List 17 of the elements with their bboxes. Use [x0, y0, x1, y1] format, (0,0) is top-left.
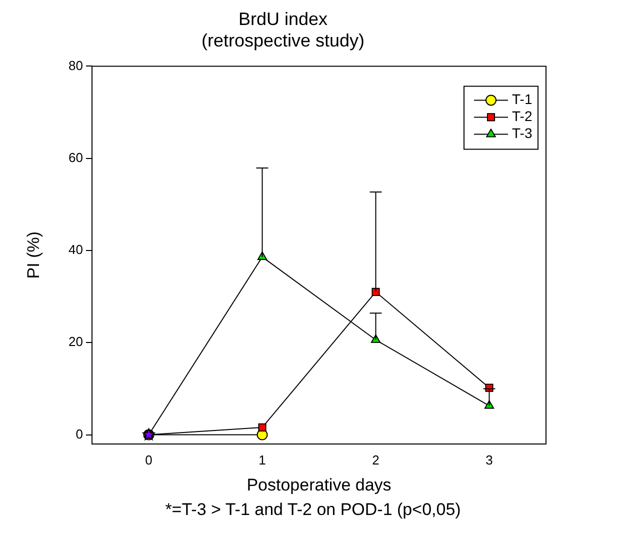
y-tick-label: 80: [68, 58, 83, 73]
x-tick-label: 3: [486, 452, 493, 468]
y-tick-label: 0: [76, 426, 83, 442]
legend-label: T-1: [512, 91, 532, 108]
y-axis-title: PI (%): [24, 231, 43, 279]
x-tick-label: 0: [145, 452, 152, 468]
y-tick-label: 60: [68, 150, 83, 165]
chart-subtitle: (retrospective study): [201, 30, 365, 50]
legend-label: T-3: [512, 125, 532, 142]
x-tick-label: 1: [258, 452, 266, 468]
y-tick-label: 40: [68, 242, 83, 258]
text: *=T-3 > T-1 and T-2 on POD-1 (p<0,05): [164, 500, 462, 520]
y-tick-label: 20: [68, 334, 83, 350]
chart-title: BrdU index: [238, 8, 328, 29]
legend-label: T-2: [512, 108, 532, 124]
x-tick-label: 2: [372, 452, 380, 468]
x-axis-title: Postoperative days: [246, 475, 392, 494]
